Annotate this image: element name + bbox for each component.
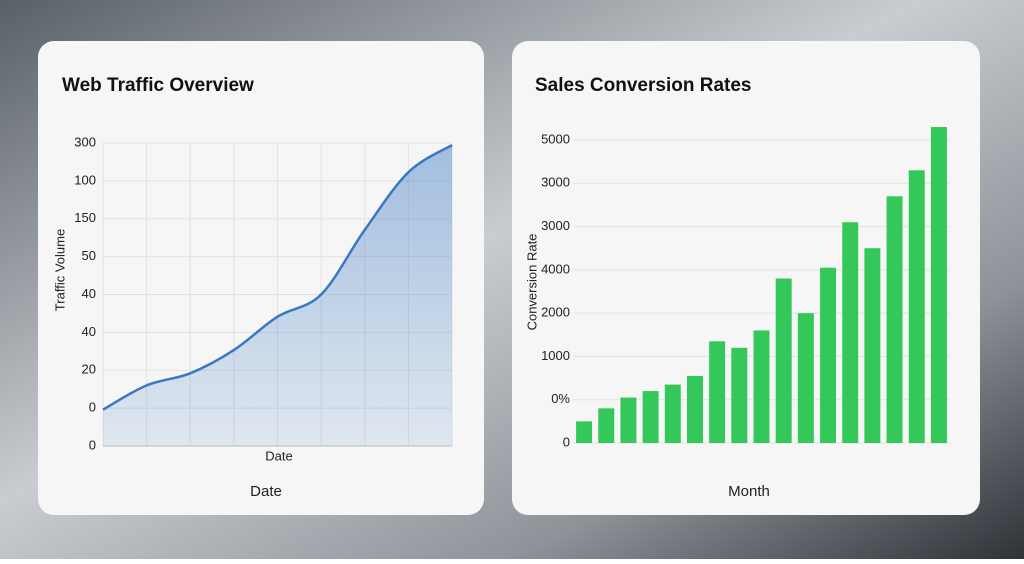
line — [102, 143, 453, 411]
y-tick-label: 100 — [74, 172, 96, 187]
bar — [775, 278, 792, 443]
y-tick-label: 2000 — [541, 305, 570, 320]
y-tick-label: 0 — [563, 434, 570, 449]
bar — [864, 248, 881, 443]
chart-title: Sales Conversion Rates — [535, 75, 751, 96]
y-tick-label: 3000 — [541, 175, 570, 190]
bar — [686, 375, 703, 443]
bar — [576, 421, 593, 443]
bar — [886, 196, 903, 443]
bar — [842, 222, 859, 443]
y-tick-label: 4000 — [541, 261, 570, 276]
y-tick-label: 3000 — [541, 218, 570, 233]
chart-title: Web Traffic Overview — [62, 75, 254, 96]
y-tick-label: 50 — [82, 248, 96, 263]
bar — [797, 313, 814, 443]
y-axis-label: Traffic Volume — [52, 229, 67, 311]
bar — [820, 267, 837, 443]
y-tick-label: 40 — [82, 286, 96, 301]
y-tick-label: 150 — [74, 210, 96, 225]
y-tick-label: 5000 — [541, 131, 570, 146]
card — [512, 41, 980, 515]
y-tick-label: 20 — [82, 362, 96, 377]
bar — [709, 341, 726, 443]
bar — [731, 347, 748, 443]
area — [103, 145, 452, 446]
footer-label: Month — [728, 483, 770, 500]
y-tick-label: 0% — [551, 391, 570, 406]
y-tick-label: 40 — [82, 324, 96, 339]
y-tick-label: 1000 — [541, 348, 570, 363]
bar — [753, 330, 770, 443]
bar — [908, 170, 925, 444]
y-tick-label: 0 — [89, 400, 96, 415]
bar — [664, 384, 681, 443]
y-tick-label: 300 — [74, 134, 96, 149]
x-axis-label: Date — [265, 448, 292, 463]
y-axis-label: Conversion Rate — [524, 234, 539, 331]
y-tick-label: 0 — [89, 437, 96, 452]
bar — [620, 397, 637, 443]
bar — [642, 391, 659, 443]
footer-label: Date — [250, 483, 282, 500]
bar — [930, 127, 947, 443]
bar — [598, 408, 615, 443]
